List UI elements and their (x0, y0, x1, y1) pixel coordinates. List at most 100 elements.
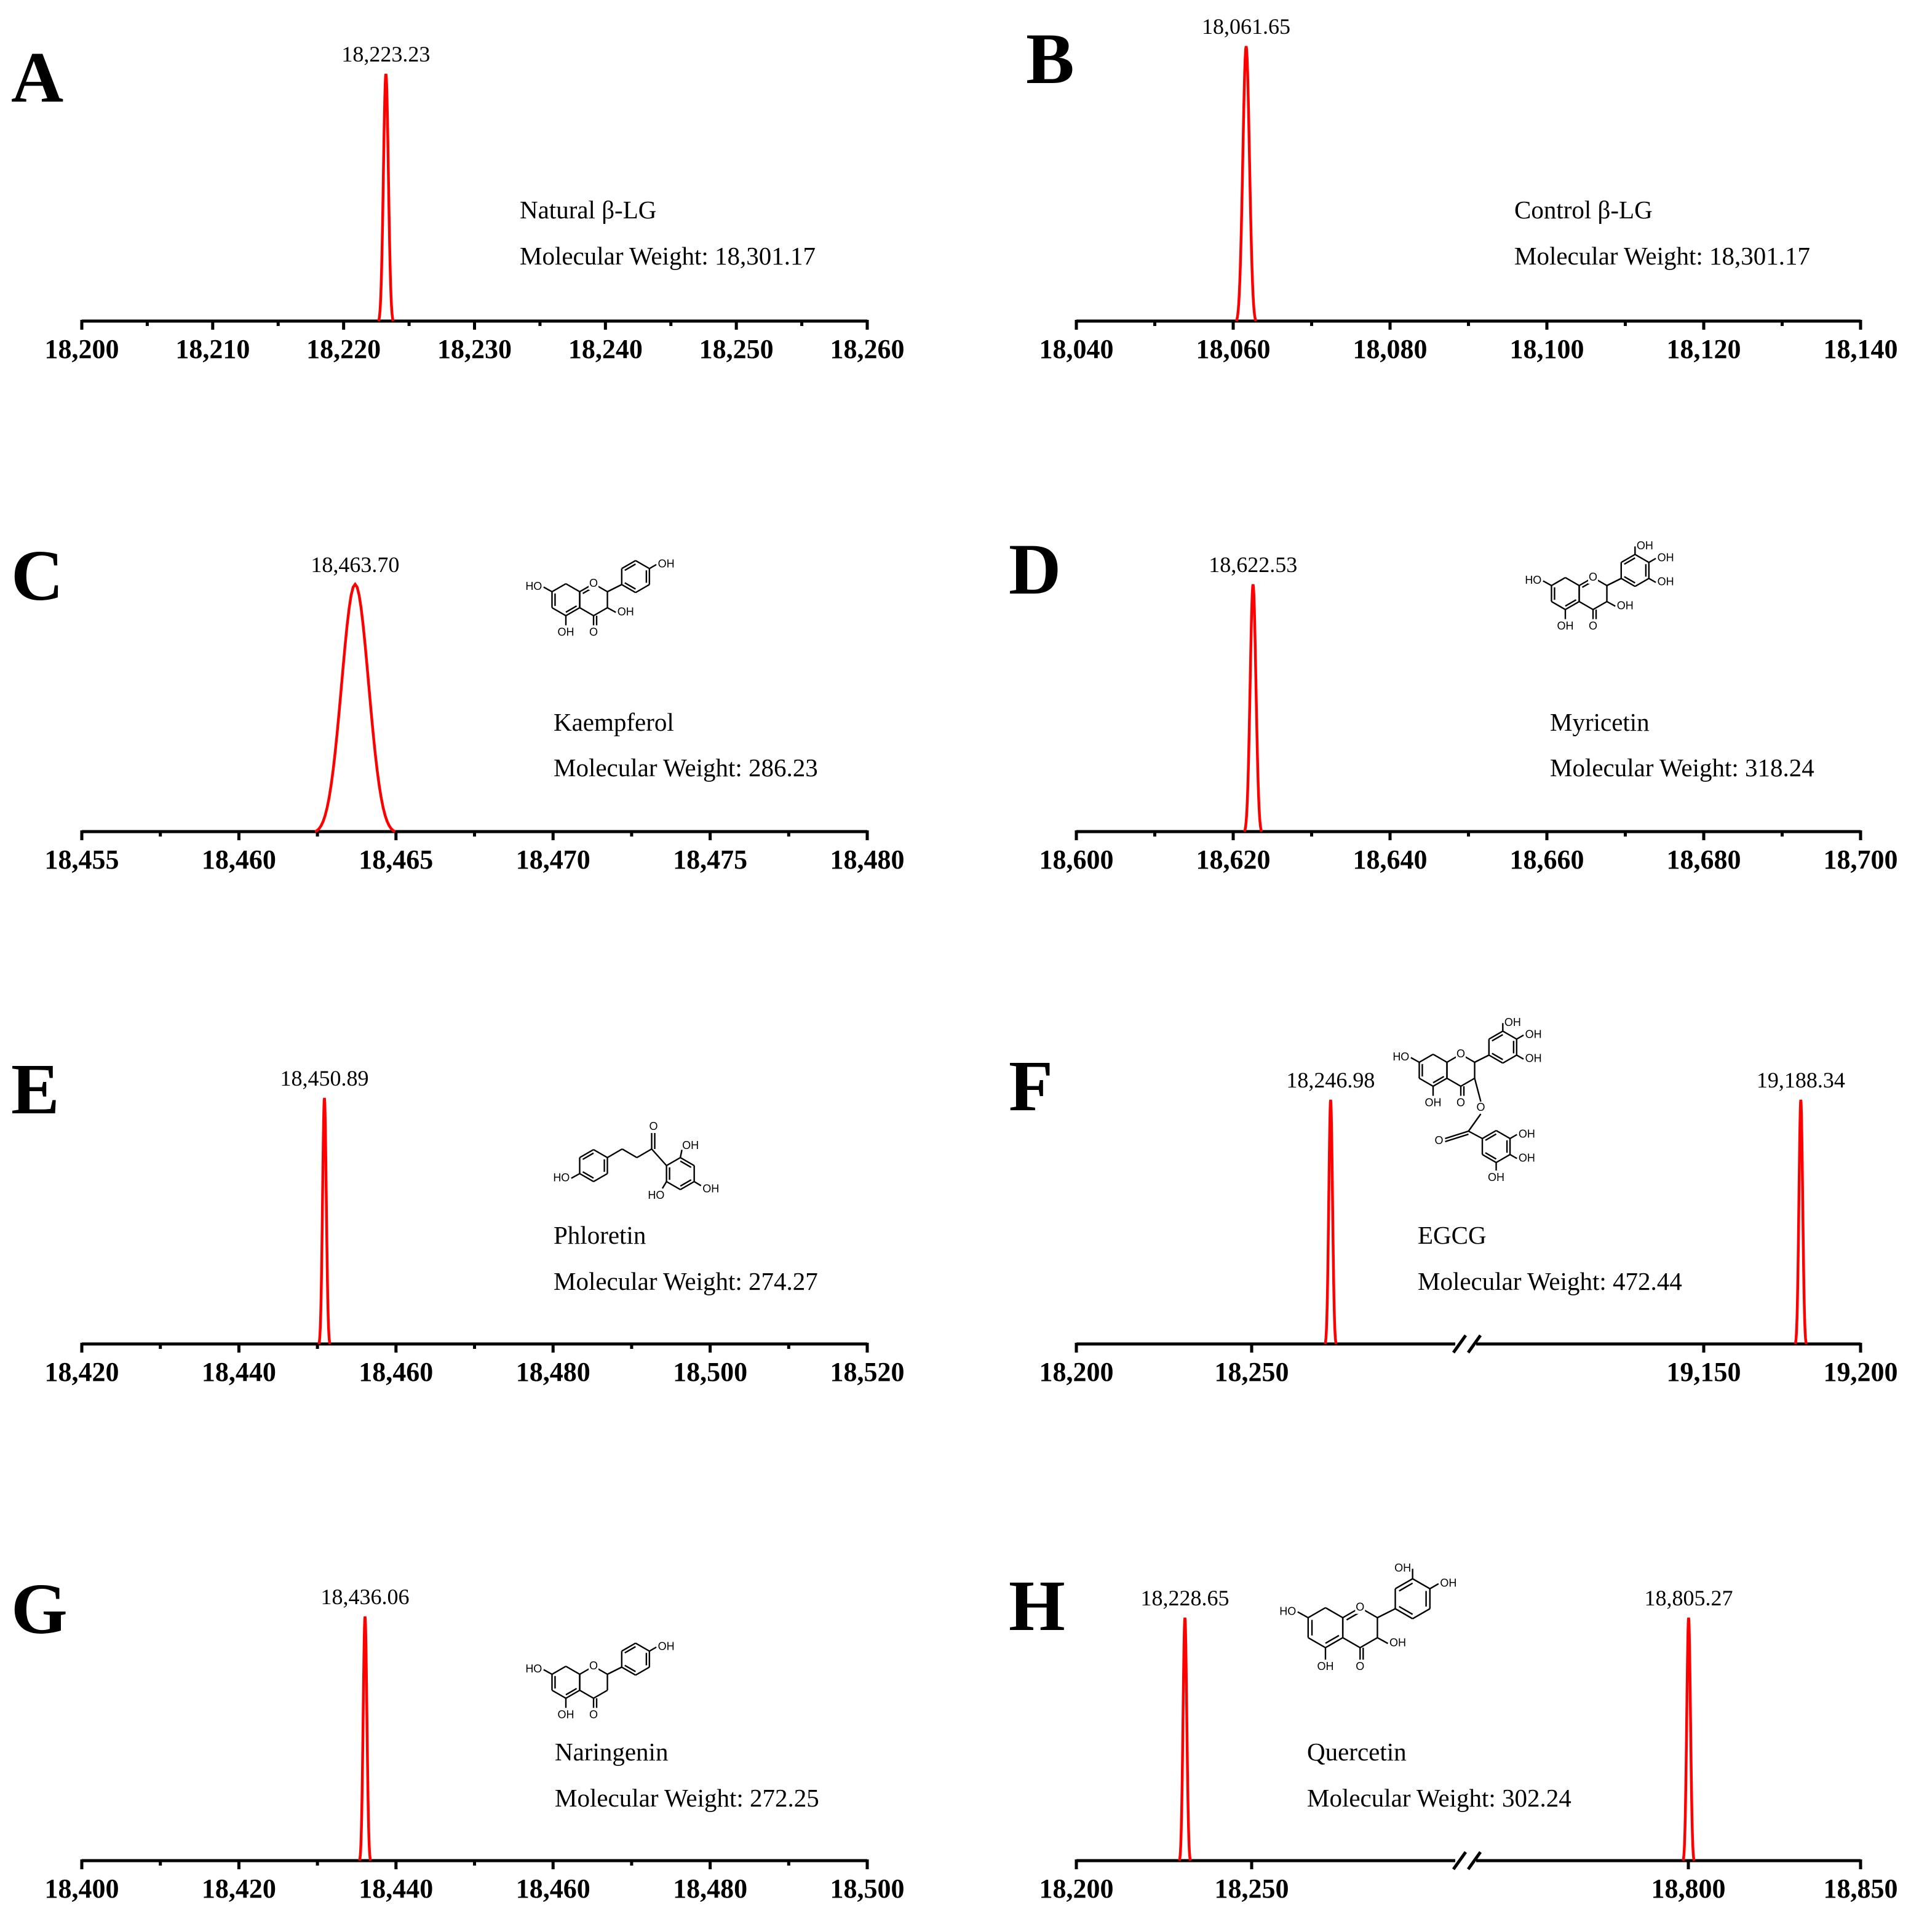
ring-oxygen-label: O (589, 1660, 598, 1672)
molecular-weight: Molecular Weight: 472.44 (1418, 1267, 1682, 1295)
x-tick-label: 18,250 (699, 334, 774, 364)
ho-label: HO (1393, 1051, 1409, 1063)
oh-label: OH (658, 558, 675, 570)
compound-name: EGCG (1418, 1221, 1487, 1249)
x-tick-label: 18,220 (306, 334, 381, 364)
x-tick-label: 18,700 (1824, 845, 1898, 875)
oh-label: OH (1394, 1562, 1411, 1574)
x-tick-label: 18,660 (1510, 845, 1584, 875)
oh-label: OH (618, 605, 634, 618)
x-tick-label: 18,475 (673, 845, 747, 875)
mass-peak (1234, 46, 1258, 322)
x-tick-label: 18,060 (1196, 334, 1271, 364)
compound-name: Naringenin (555, 1738, 668, 1766)
oh-label: OH (558, 626, 574, 638)
carbonyl-oxygen-label: O (1435, 1134, 1444, 1147)
x-tick-label: 18,240 (568, 334, 643, 364)
x-tick-label: 18,480 (516, 1357, 590, 1387)
panel-letter: E (11, 1049, 60, 1129)
compound-name: Quercetin (1307, 1738, 1407, 1766)
oh-label: OH (1317, 1660, 1334, 1672)
molecular-weight: Molecular Weight: 318.24 (1550, 753, 1814, 782)
x-tick-label: 18,200 (1039, 1874, 1114, 1904)
peak-label: 18,246.98 (1286, 1068, 1375, 1092)
x-tick-label: 18,480 (673, 1874, 747, 1904)
molecular-weight: Molecular Weight: 272.25 (555, 1784, 819, 1812)
compound-name: Kaempferol (554, 708, 674, 736)
x-tick-label: 18,480 (830, 845, 905, 875)
x-tick-label: 18,230 (437, 334, 512, 364)
molecular-weight: Molecular Weight: 302.24 (1307, 1784, 1571, 1812)
mass-peak (314, 582, 396, 833)
peak-label: 19,188.34 (1757, 1068, 1845, 1092)
x-tick-label: 18,080 (1353, 334, 1428, 364)
x-tick-label: 18,440 (202, 1357, 276, 1387)
mass-peak (1243, 584, 1263, 832)
molecular-weight: Molecular Weight: 18,301.17 (1514, 242, 1810, 270)
panel-h: H 18,200 18,250 18,800 18,850 18,228.65 18,805… (1009, 1565, 1898, 1904)
panel-letter: B (1026, 18, 1075, 99)
peak-label: 18,223.23 (341, 42, 430, 66)
x-tick-label: 18,200 (45, 334, 119, 364)
peak-label: 18,436.06 (320, 1584, 409, 1609)
x-tick-label: 18,470 (516, 845, 590, 875)
x-tick-label: 18,680 (1667, 845, 1741, 875)
ho-label: HO (525, 1663, 542, 1675)
panel-f: F 18,200 18,250 19,150 19,200 18,246.98 19,188… (1009, 1046, 1898, 1387)
phloretin-structure: HO O OH HO OH (553, 1120, 719, 1201)
ring-oxygen-label: O (1589, 571, 1597, 583)
ring-oxygen-label: O (1356, 1601, 1364, 1613)
compound-name: Natural β-LG (520, 196, 656, 224)
mass-peak (317, 1097, 332, 1345)
x-tick-label: 18,120 (1667, 334, 1741, 364)
x-tick-label: 18,520 (830, 1357, 905, 1387)
x-tick-label: 18,420 (45, 1357, 119, 1387)
x-tick-label: 18,100 (1510, 334, 1584, 364)
molecular-weight: Molecular Weight: 274.27 (554, 1267, 818, 1295)
x-tick-label: 18,640 (1353, 845, 1428, 875)
oh-label: OH (1658, 576, 1674, 588)
mass-peak (358, 1616, 372, 1861)
ho-label: HO (553, 1171, 570, 1183)
peak-label: 18,805.27 (1644, 1586, 1733, 1610)
x-tick-label: 18,420 (202, 1874, 276, 1904)
oh-label: OH (1440, 1577, 1456, 1589)
oh-label: OH (1637, 539, 1653, 552)
x-tick-label: 18,465 (359, 845, 433, 875)
panel-letter: G (11, 1568, 68, 1649)
oh-label: OH (1525, 1052, 1542, 1065)
x-tick-label: 18,250 (1215, 1874, 1289, 1904)
x-tick-label: 18,455 (45, 845, 119, 875)
peak-label: 18,450.89 (280, 1066, 368, 1091)
ho-label: HO (648, 1189, 664, 1201)
x-tick-label: 18,500 (673, 1357, 747, 1387)
oh-label: OH (1557, 619, 1574, 632)
x-tick-label: 18,460 (516, 1874, 590, 1904)
x-tick-label: 19,150 (1667, 1357, 1741, 1387)
x-tick-label: 18,460 (202, 845, 276, 875)
x-tick-label: 18,140 (1824, 334, 1898, 364)
mass-peak (1324, 1099, 1338, 1345)
mass-peak (377, 73, 395, 322)
axis-break-mark (1452, 1851, 1482, 1870)
x-tick-label: 18,260 (830, 334, 905, 364)
peak-label: 18,622.53 (1209, 552, 1297, 577)
mass-peak (1682, 1617, 1696, 1861)
x-tick-label: 18,620 (1196, 845, 1271, 875)
oh-label: OH (702, 1182, 719, 1195)
ho-label: HO (1279, 1605, 1296, 1617)
x-tick-label: 18,460 (359, 1357, 433, 1387)
oh-label: OH (682, 1139, 699, 1151)
x-tick-label: 18,600 (1039, 845, 1114, 875)
carbonyl-oxygen-label: O (1356, 1660, 1364, 1672)
compound-name: Myricetin (1550, 708, 1650, 736)
x-tick-label: 18,210 (175, 334, 250, 364)
x-tick-label: 18,250 (1215, 1357, 1289, 1387)
x-tick-label: 19,200 (1824, 1357, 1898, 1387)
oh-label: OH (1617, 599, 1634, 611)
x-tick-label: 18,500 (830, 1874, 905, 1904)
oh-label: OH (558, 1708, 574, 1720)
